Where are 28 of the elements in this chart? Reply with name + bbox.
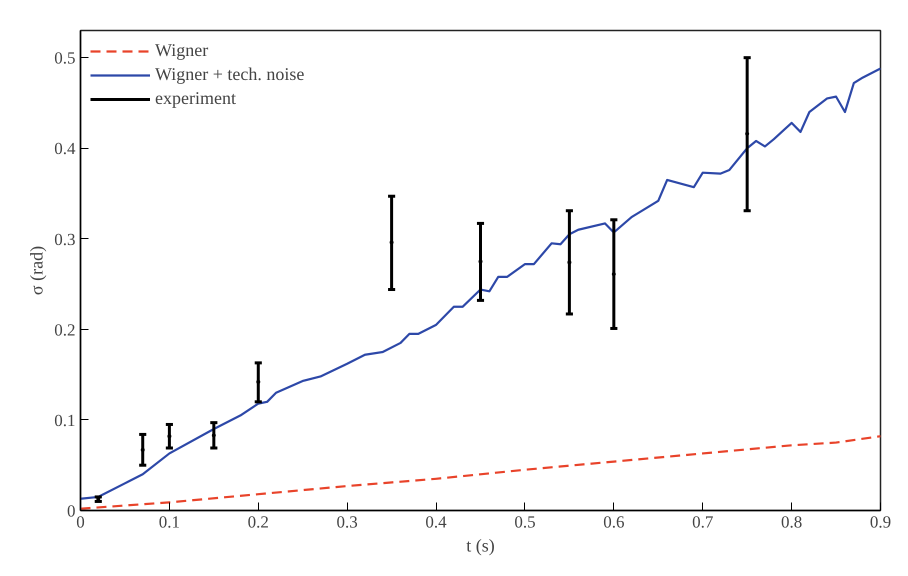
x-tick-label: 0.9 <box>870 512 892 532</box>
point <box>167 434 172 438</box>
legend-label: experiment <box>155 88 236 109</box>
point <box>212 433 216 438</box>
point <box>567 260 572 264</box>
x-tick-label: 0.8 <box>780 512 802 532</box>
x-axis-title: t (s) <box>466 536 495 556</box>
point <box>140 448 145 452</box>
x-tick-label: 0.6 <box>603 512 624 532</box>
x-tick-label: 0.2 <box>248 512 269 532</box>
line-series <box>80 67 880 500</box>
y-tick-label: 0.2 <box>54 320 76 340</box>
point <box>256 380 260 384</box>
y-tick-label: 0.5 <box>54 48 76 68</box>
y-tick-label: 0.4 <box>54 139 76 158</box>
point <box>390 240 394 244</box>
x-tick-label: 0.1 <box>158 512 180 532</box>
y-tick-label: 0.3 <box>54 230 76 249</box>
x-tick-label: 0.4 <box>425 512 448 532</box>
legend-label: Wigner <box>155 40 208 61</box>
point <box>612 272 616 276</box>
point <box>745 132 750 136</box>
x-tick-label: 0.7 <box>692 512 714 532</box>
y-axis-title: σ (rad) <box>26 246 46 296</box>
x-tick-label: 0.3 <box>336 512 358 532</box>
y-tick-label: 0.1 <box>54 410 76 430</box>
legend-label: Wigner + tech. noise <box>155 64 304 85</box>
x-tick-label: 0.5 <box>514 512 536 532</box>
